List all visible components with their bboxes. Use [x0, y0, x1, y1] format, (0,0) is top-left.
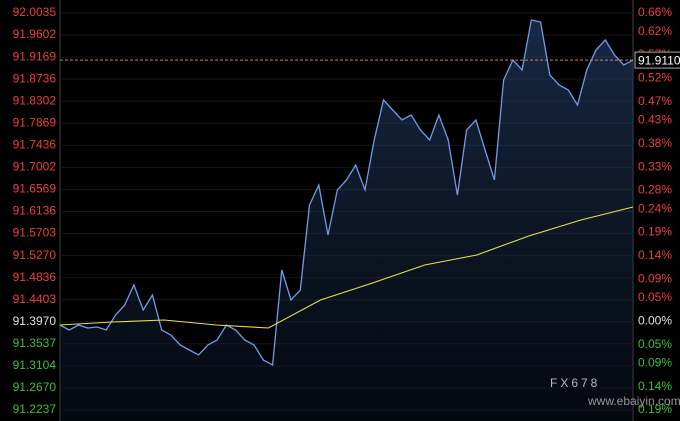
last-price-label: 91.9110: [638, 53, 680, 67]
y2-tick-label: 0.09%: [638, 355, 672, 369]
y2-tick-label: 0.47%: [638, 94, 672, 108]
y2-tick-label: 0.05%: [638, 337, 672, 351]
y2-tick-label: 0.14%: [638, 248, 672, 262]
y2-tick-label: 0.19%: [638, 225, 672, 239]
watermark-url: www.ebaiyin.com: [587, 394, 680, 408]
y-tick-label: 91.8736: [13, 71, 57, 85]
y-tick-label: 91.9169: [13, 49, 57, 63]
y2-tick-label: 0.62%: [638, 24, 672, 38]
y-tick-label: 91.4403: [13, 292, 57, 306]
y2-tick-label: 0.24%: [638, 201, 672, 215]
y2-tick-label: 0.66%: [638, 5, 672, 19]
y-tick-label: 91.6569: [13, 182, 57, 196]
y-tick-label: 91.2237: [13, 402, 57, 416]
y-tick-label: 91.3537: [13, 336, 57, 350]
y-tick-label: 91.7436: [13, 137, 57, 151]
last-price-box: [634, 51, 680, 69]
y-tick-label: 91.3970: [13, 314, 57, 328]
average-line: [59, 206, 634, 329]
y2-tick-label: 0.38%: [638, 136, 672, 150]
y-tick-label: 91.7869: [13, 115, 57, 129]
y-tick-label: 92.0035: [13, 5, 57, 19]
y-tick-label: 91.7002: [13, 160, 57, 174]
watermark: FX678: [550, 376, 600, 390]
y2-tick-label: 0.00%: [638, 313, 672, 327]
y2-tick-label: 0.19%: [638, 402, 672, 416]
y2-tick-label: 0.52%: [638, 71, 672, 85]
price-line: [59, 19, 634, 367]
y-tick-label: 91.4836: [13, 270, 57, 284]
y2-tick-label: 0.14%: [638, 379, 672, 393]
y2-tick-label: 0.28%: [638, 183, 672, 197]
y2-tick-label: 0.33%: [638, 159, 672, 173]
y-tick-label: 91.9602: [13, 27, 57, 41]
price-area: [60, 20, 633, 421]
y-tick-label: 91.5270: [13, 248, 57, 262]
y-tick-label: 91.8302: [13, 93, 57, 107]
y-tick-label: 91.5703: [13, 226, 57, 240]
y-tick-label: 91.2670: [13, 380, 57, 394]
y-tick-label: 91.6136: [13, 204, 57, 218]
y2-tick-label: 0.43%: [638, 113, 672, 127]
y-tick-label: 91.3104: [13, 358, 57, 372]
y2-tick-label: 0.09%: [638, 271, 672, 285]
y2-tick-label: 0.05%: [638, 290, 672, 304]
